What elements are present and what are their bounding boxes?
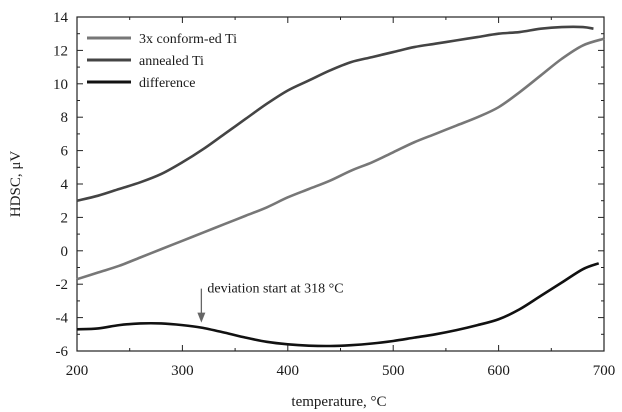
annotation-arrow-head xyxy=(197,312,206,323)
y-tick-label: 8 xyxy=(61,110,69,126)
legend-label: annealed Ti xyxy=(139,54,204,69)
x-axis-label: temperature, °C xyxy=(291,394,386,410)
y-tick-label: 10 xyxy=(53,77,68,93)
legend-label: 3x conform-ed Ti xyxy=(139,32,237,47)
x-tick-label: 200 xyxy=(66,363,89,379)
y-tick-label: 2 xyxy=(61,210,69,226)
annotation-label: deviation start at 318 °C xyxy=(207,282,343,297)
y-tick-label: -4 xyxy=(56,311,69,327)
series-lines xyxy=(76,25,605,348)
y-tick-label: 12 xyxy=(53,43,68,59)
axis-ticks: 200 300 400 500 600 700 -6 -4 -2 0 2 4 6 8 10 12 14 xyxy=(53,10,615,379)
annotations: deviation start at 318 °C xyxy=(197,282,344,323)
series-line-difference xyxy=(76,262,600,348)
x-tick-label: 700 xyxy=(593,363,616,379)
x-tick-label: 600 xyxy=(487,363,510,379)
legend-label: difference xyxy=(139,76,195,91)
legend: 3x conform-ed Ti annealed Ti difference xyxy=(87,32,237,91)
y-tick-label: 6 xyxy=(61,144,69,160)
x-tick-label: 400 xyxy=(277,363,300,379)
y-tick-label: 4 xyxy=(61,177,69,193)
x-tick-label: 300 xyxy=(171,363,194,379)
series-line-3x-conform-ed-ti xyxy=(76,37,605,281)
y-tick-label: 0 xyxy=(61,244,69,260)
y-tick-label: 14 xyxy=(53,10,69,26)
y-tick-label: -6 xyxy=(56,344,69,360)
y-axis-label: HDSC, μV xyxy=(8,151,24,218)
y-tick-label: -2 xyxy=(56,277,69,293)
x-tick-label: 500 xyxy=(382,363,405,379)
series-line-annealed-ti xyxy=(76,25,594,202)
